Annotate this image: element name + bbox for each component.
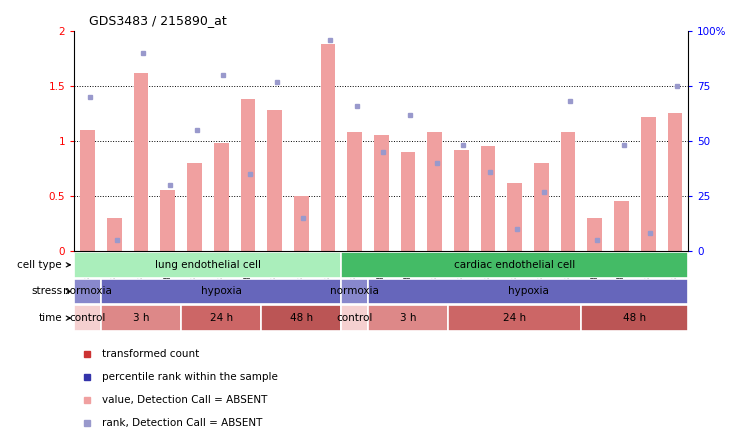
Bar	[507, 183, 522, 251]
Bar	[534, 163, 549, 251]
Text: GDS3483 / 215890_at: GDS3483 / 215890_at	[89, 14, 227, 27]
Bar	[261, 305, 341, 331]
Bar	[368, 279, 688, 304]
Bar	[427, 132, 442, 251]
Text: cell type: cell type	[18, 260, 71, 270]
Bar	[614, 202, 629, 251]
Text: transformed count: transformed count	[102, 349, 199, 359]
Text: control: control	[69, 313, 106, 323]
Bar	[374, 135, 388, 251]
Text: cardiac endothelial cell: cardiac endothelial cell	[454, 260, 575, 270]
Bar	[401, 152, 415, 251]
Bar	[341, 279, 368, 304]
Text: rank, Detection Call = ABSENT: rank, Detection Call = ABSENT	[102, 418, 263, 428]
Text: 24 h: 24 h	[503, 313, 526, 323]
Text: 24 h: 24 h	[210, 313, 233, 323]
Bar	[667, 114, 682, 251]
Bar	[80, 130, 95, 251]
Text: 48 h: 48 h	[289, 313, 312, 323]
Bar	[641, 117, 655, 251]
Text: time: time	[39, 313, 71, 323]
Text: hypoxia: hypoxia	[507, 286, 548, 297]
Bar	[481, 147, 496, 251]
Bar	[368, 305, 448, 331]
Bar	[321, 44, 336, 251]
Bar	[214, 143, 228, 251]
Bar	[74, 279, 101, 304]
Bar	[341, 305, 368, 331]
Bar	[588, 218, 602, 251]
Bar	[267, 110, 282, 251]
Text: control: control	[336, 313, 373, 323]
Bar	[74, 305, 101, 331]
Bar	[101, 279, 341, 304]
Text: stress: stress	[31, 286, 71, 297]
Text: 3 h: 3 h	[133, 313, 150, 323]
Bar	[107, 218, 122, 251]
Text: normoxia: normoxia	[330, 286, 379, 297]
Bar	[582, 305, 688, 331]
Bar	[294, 196, 309, 251]
Text: 48 h: 48 h	[623, 313, 647, 323]
Text: value, Detection Call = ABSENT: value, Detection Call = ABSENT	[102, 395, 267, 405]
Text: hypoxia: hypoxia	[201, 286, 242, 297]
Text: percentile rank within the sample: percentile rank within the sample	[102, 372, 278, 382]
Bar	[347, 132, 362, 251]
Bar	[448, 305, 582, 331]
Bar	[161, 190, 175, 251]
Bar	[240, 99, 255, 251]
Bar	[101, 305, 181, 331]
Bar	[187, 163, 202, 251]
Text: 3 h: 3 h	[400, 313, 416, 323]
Bar	[561, 132, 575, 251]
Bar	[341, 252, 688, 278]
Bar	[454, 150, 469, 251]
Text: lung endothelial cell: lung endothelial cell	[155, 260, 261, 270]
Bar	[74, 252, 341, 278]
Bar	[134, 73, 149, 251]
Bar	[181, 305, 261, 331]
Text: normoxia: normoxia	[63, 286, 112, 297]
